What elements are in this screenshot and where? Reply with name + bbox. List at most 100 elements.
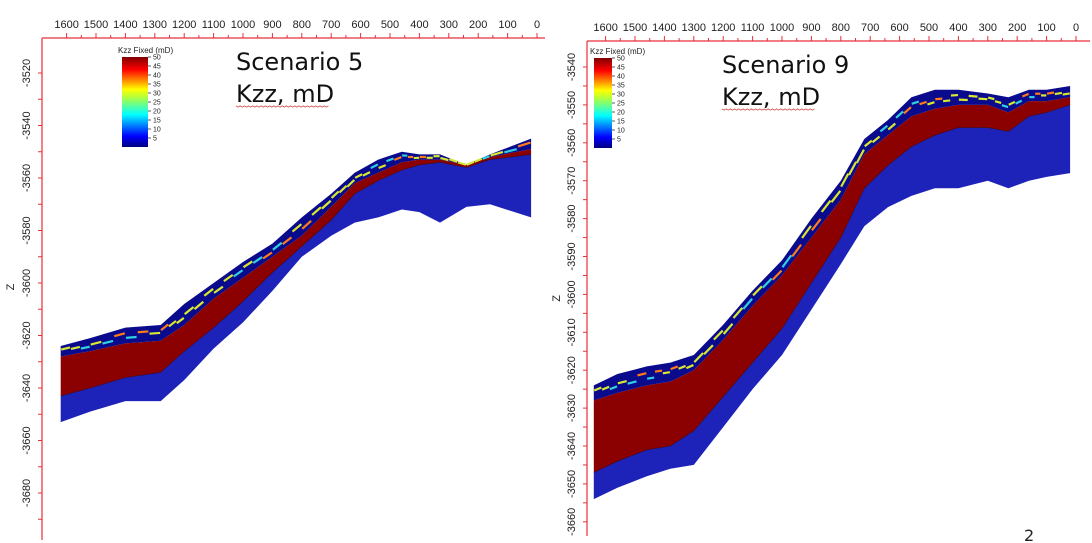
- kzz-streak: [903, 106, 912, 115]
- scenario-subtitle: Kzz, mD: [722, 83, 820, 111]
- kzz-streak: [137, 330, 149, 334]
- kzz-streak: [935, 97, 943, 101]
- x-tick-label: 1100: [741, 22, 765, 34]
- colorbar-tick-label: 25: [153, 100, 161, 107]
- layer-boundary: [60, 154, 532, 397]
- kzz-streak: [330, 190, 340, 199]
- legend-title: Kzz Fixed (mD): [590, 47, 645, 56]
- kzz-streak: [978, 97, 988, 101]
- kzz-streak: [338, 185, 348, 194]
- colorbar-tick-label: 30: [153, 91, 161, 98]
- kzz-streak: [840, 173, 850, 188]
- x-tick-label: 200: [469, 19, 487, 31]
- kzz-streak: [654, 369, 663, 373]
- colorbar-tick-label: 40: [153, 73, 161, 80]
- kzz-streak: [617, 379, 627, 385]
- layer-boundary: [593, 104, 1071, 473]
- kzz-streak: [362, 171, 371, 177]
- kzz-streak: [168, 320, 177, 328]
- y-tick-label: -3560: [566, 129, 578, 157]
- x-tick-label: 500: [920, 22, 938, 34]
- kzz-streak: [1008, 100, 1016, 106]
- y-tick-label: -3640: [566, 432, 578, 460]
- kzz-streak: [160, 323, 169, 332]
- x-tick-label: 500: [381, 19, 399, 31]
- y-tick-label: -3570: [566, 167, 578, 195]
- kzz-streak: [791, 243, 802, 258]
- colorbar-tick-label: 5: [153, 136, 157, 143]
- kzz-streak: [1054, 91, 1063, 96]
- y-tick-label: -3610: [566, 318, 578, 346]
- kzz-streak: [887, 122, 897, 131]
- kzz-streak: [742, 298, 753, 310]
- spellcheck-underline: [721, 108, 815, 111]
- x-tick-label: 600: [351, 19, 369, 31]
- colorbar-tick-label: 20: [153, 109, 161, 116]
- colorbar-tick-label: 10: [153, 127, 161, 134]
- kzz-streak: [490, 150, 504, 157]
- kzz-streak: [213, 285, 224, 294]
- kzz-streak: [504, 148, 517, 154]
- kzz-streak: [233, 269, 244, 278]
- kzz-streak: [149, 331, 161, 335]
- kzz-streak: [321, 199, 332, 210]
- colorbar-tick-label: 10: [617, 128, 625, 135]
- colorbar-tick-label: 20: [617, 110, 625, 117]
- kzz-streak: [1015, 99, 1023, 105]
- colorbar-tick-label: 35: [153, 82, 161, 89]
- y-tick-label: -3580: [21, 216, 33, 244]
- colorbar-tick-label: 15: [153, 118, 161, 125]
- kzz-streak: [820, 199, 832, 213]
- kzz-streak: [193, 300, 205, 310]
- kzz-streak: [693, 352, 704, 363]
- kzz-streak: [517, 141, 531, 148]
- kzz-streak: [90, 340, 102, 346]
- y-tick-label: -3660: [21, 426, 33, 454]
- y-tick-label: -3520: [21, 59, 33, 87]
- kzz-streak: [703, 344, 714, 356]
- kzz-streak: [466, 160, 475, 166]
- kzz-streak: [879, 124, 889, 133]
- colorbar-tick-label: 35: [617, 83, 625, 90]
- kzz-streak: [176, 317, 185, 325]
- kzz-streak: [771, 269, 783, 281]
- x-tick-label: 1000: [770, 22, 794, 34]
- kzz-streak: [354, 173, 363, 179]
- x-tick-label: 400: [949, 22, 967, 34]
- kzz-streak: [457, 161, 467, 166]
- colorbar-tick-label: 50: [617, 56, 625, 63]
- x-tick-label: 400: [410, 19, 428, 31]
- kzz-streak: [871, 135, 881, 144]
- scenario-subtitle: Kzz, mD: [236, 80, 334, 108]
- kzz-streak: [1001, 104, 1009, 109]
- kzz-streak: [311, 206, 322, 216]
- kzz-streak: [1046, 91, 1055, 95]
- x-tick-label: 600: [890, 22, 908, 34]
- x-tick-label: 1400: [652, 22, 676, 34]
- kzz-streak: [393, 156, 402, 161]
- kzz-streak: [752, 285, 763, 297]
- kzz-streak: [223, 273, 234, 283]
- x-tick-label: 1300: [682, 22, 706, 34]
- x-tick-label: 1500: [623, 22, 647, 34]
- y-tick-label: -3550: [566, 91, 578, 119]
- kzz-streak: [102, 339, 114, 345]
- x-tick-label: 1600: [54, 19, 78, 31]
- x-tick-label: 300: [979, 22, 997, 34]
- scenario-title: Scenario 9: [722, 51, 849, 79]
- kzz-streak: [262, 251, 273, 260]
- kzz-streak: [848, 161, 858, 176]
- kzz-streak: [678, 364, 686, 370]
- x-tick-label: 800: [832, 22, 850, 34]
- kzz-streak: [252, 256, 263, 264]
- x-tick-label: 100: [498, 19, 516, 31]
- legend-title: Kzz Fixed (mD): [118, 46, 173, 55]
- colorbar-tick-label: 45: [617, 65, 625, 72]
- kzz-streak: [113, 332, 126, 338]
- spellcheck-underline: [235, 105, 329, 108]
- upper-mixed-zone: [60, 138, 532, 357]
- y-tick-label: -3540: [21, 111, 33, 139]
- kzz-streak: [864, 139, 873, 148]
- kzz-streak: [722, 323, 734, 335]
- kzz-streak: [593, 386, 602, 392]
